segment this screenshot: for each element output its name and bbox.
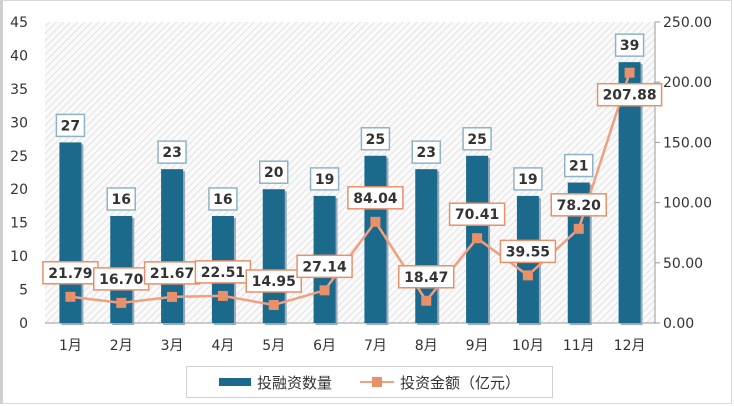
bar-data-label-box [614,33,645,57]
x-axis-tick: 1月 [59,338,82,354]
bar [618,62,641,324]
x-axis-tick: 6月 [313,338,336,354]
bar-data-label: 23 [417,145,436,161]
bar-data-label: 21 [569,159,588,175]
line-data-label: 22.51 [201,265,245,281]
bar-data-label: 20 [264,165,284,181]
line-data-label: 21.67 [150,266,194,282]
x-axis-tick: 2月 [110,338,133,354]
legend-item-amount[interactable]: 投资金额（亿元） [360,372,520,393]
bar-data-label: 16 [213,192,232,208]
x-axis-tick: 4月 [211,338,234,354]
line-data-label: 78.20 [557,198,602,214]
left-axis-tick: 35 [10,82,28,98]
bar-data-label-box [309,167,340,191]
bar-data-label: 16 [112,192,131,208]
bar-data-label: 27 [61,118,80,134]
bar-data-label: 39 [620,38,639,54]
line-marker [319,285,330,296]
line-data-label-box [296,254,353,279]
line-marker [522,270,533,281]
line-data-label: 18.47 [404,270,448,286]
line-data-label-box [550,193,607,217]
legend-label: 投融资数量 [256,373,332,392]
bar-data-label-box [208,187,238,211]
left-axis-tick: 30 [10,115,28,131]
line-data-label: 70.41 [455,207,499,223]
legend-item-count[interactable]: 投融资数量 [218,372,332,393]
bar-data-label-box [360,127,391,151]
bar-data-label: 25 [467,132,486,148]
left-axis-tick: 15 [10,216,28,232]
x-axis-tick: 3月 [161,338,184,354]
line-marker [268,300,279,311]
bar-data-label: 23 [162,145,181,161]
bar-data-label-box [259,160,289,184]
bar-data-label-box [411,140,441,164]
line-data-label: 21.79 [48,266,92,282]
bar-data-label: 25 [366,132,385,148]
legend: 投融资数量 投资金额（亿元） [186,366,553,398]
line-data-label: 16.70 [99,272,144,288]
line-data-label: 14.95 [252,274,296,290]
left-axis-tick: 25 [10,149,28,165]
left-axis-tick: 0 [19,316,28,332]
line-marker [167,291,178,302]
line-marker [217,290,228,301]
right-axis-tick: 0.00 [663,316,694,332]
line-marker [573,223,584,234]
right-axis-tick: 250.00 [663,15,712,31]
right-axis-tick: 200.00 [663,75,712,91]
bar [364,155,387,323]
bar-data-label: 19 [315,172,334,188]
line-marker [421,295,432,306]
line-data-label-box [596,82,663,107]
line-data-label-box [499,239,557,264]
bar-data-label-box [564,153,594,178]
line-data-label-box [245,269,302,293]
bar [567,182,590,323]
left-axis-tick: 45 [10,15,28,31]
bar-data-label-box [513,167,543,191]
left-axis-tick: 10 [10,249,28,265]
left-axis-tick: 5 [19,283,28,299]
right-axis-tick: 150.00 [663,135,712,151]
line-data-label-box [347,186,404,210]
legend-label: 投资金额（亿元） [400,373,521,392]
line-marker [370,216,381,227]
bar-swatch-icon [218,378,251,386]
left-axis-tick: 20 [10,182,28,198]
x-axis-tick: 5月 [262,338,285,354]
line-marker [472,233,483,244]
x-axis-tick: 7月 [364,338,387,354]
line-swatch-icon [360,377,394,387]
bar-data-label-box [157,140,187,164]
bar-data-label: 19 [518,172,537,188]
x-axis-tick: 11月 [563,338,595,354]
line-marker [116,297,127,308]
line-data-label-box [448,202,506,226]
line-data-label: 84.04 [353,191,398,207]
right-axis-tick: 100.00 [663,196,712,212]
line-data-label: 207.88 [603,88,657,104]
right-axis-tick: 50.00 [663,256,703,272]
line-marker [65,291,76,302]
x-axis-tick: 9月 [466,338,489,354]
x-axis-tick: 12月 [614,338,646,354]
x-axis-tick: 10月 [512,338,544,354]
bar-data-label-box [462,127,492,151]
x-axis-tick: 8月 [415,338,438,354]
line-data-label-box [398,265,455,289]
line-data-label: 27.14 [302,259,347,275]
bar-data-label-box [106,187,136,211]
line-marker [624,67,635,78]
line-data-label: 39.55 [506,244,550,260]
left-axis-tick: 40 [10,48,28,64]
bar-data-label-box [55,113,86,138]
